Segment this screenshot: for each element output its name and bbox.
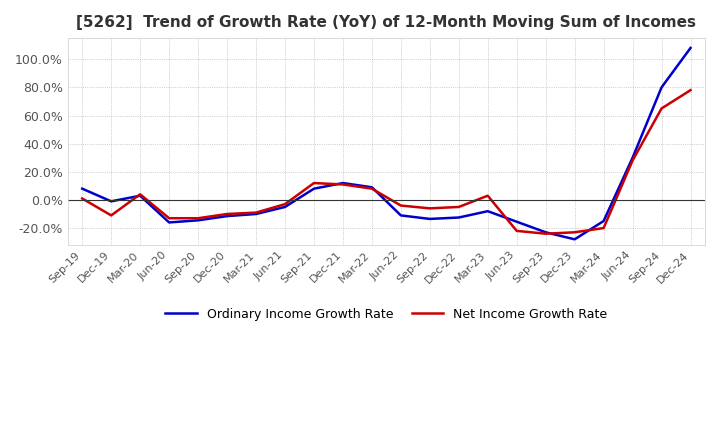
Ordinary Income Growth Rate — [78, 186, 86, 191]
Ordinary Income Growth Rate — [194, 218, 202, 223]
Net Income Growth Rate — [629, 158, 637, 163]
Ordinary Income Growth Rate — [281, 204, 289, 209]
Ordinary Income Growth Rate — [657, 85, 666, 90]
Net Income Growth Rate — [107, 213, 115, 218]
Net Income Growth Rate — [252, 210, 261, 215]
Ordinary Income Growth Rate — [483, 209, 492, 214]
Net Income Growth Rate — [483, 193, 492, 198]
Ordinary Income Growth Rate — [686, 45, 695, 51]
Line: Net Income Growth Rate: Net Income Growth Rate — [82, 90, 690, 234]
Ordinary Income Growth Rate — [165, 220, 174, 225]
Legend: Ordinary Income Growth Rate, Net Income Growth Rate: Ordinary Income Growth Rate, Net Income … — [161, 303, 612, 326]
Net Income Growth Rate — [686, 88, 695, 93]
Net Income Growth Rate — [368, 186, 377, 191]
Net Income Growth Rate — [165, 216, 174, 221]
Net Income Growth Rate — [657, 106, 666, 111]
Net Income Growth Rate — [78, 196, 86, 201]
Ordinary Income Growth Rate — [136, 193, 145, 198]
Ordinary Income Growth Rate — [338, 180, 347, 186]
Net Income Growth Rate — [426, 206, 434, 211]
Net Income Growth Rate — [310, 180, 318, 186]
Net Income Growth Rate — [454, 204, 463, 209]
Ordinary Income Growth Rate — [599, 218, 608, 224]
Line: Ordinary Income Growth Rate: Ordinary Income Growth Rate — [82, 48, 690, 239]
Net Income Growth Rate — [397, 203, 405, 208]
Ordinary Income Growth Rate — [310, 186, 318, 191]
Net Income Growth Rate — [599, 225, 608, 231]
Net Income Growth Rate — [222, 211, 231, 216]
Net Income Growth Rate — [541, 231, 550, 236]
Ordinary Income Growth Rate — [107, 199, 115, 204]
Ordinary Income Growth Rate — [397, 213, 405, 218]
Net Income Growth Rate — [570, 230, 579, 235]
Title: [5262]  Trend of Growth Rate (YoY) of 12-Month Moving Sum of Incomes: [5262] Trend of Growth Rate (YoY) of 12-… — [76, 15, 696, 30]
Ordinary Income Growth Rate — [570, 237, 579, 242]
Ordinary Income Growth Rate — [222, 213, 231, 219]
Ordinary Income Growth Rate — [513, 219, 521, 224]
Ordinary Income Growth Rate — [629, 155, 637, 160]
Ordinary Income Growth Rate — [454, 215, 463, 220]
Net Income Growth Rate — [281, 202, 289, 207]
Ordinary Income Growth Rate — [426, 216, 434, 222]
Ordinary Income Growth Rate — [252, 211, 261, 216]
Net Income Growth Rate — [513, 228, 521, 234]
Ordinary Income Growth Rate — [541, 230, 550, 235]
Net Income Growth Rate — [136, 192, 145, 197]
Net Income Growth Rate — [194, 216, 202, 221]
Net Income Growth Rate — [338, 182, 347, 187]
Ordinary Income Growth Rate — [368, 185, 377, 190]
